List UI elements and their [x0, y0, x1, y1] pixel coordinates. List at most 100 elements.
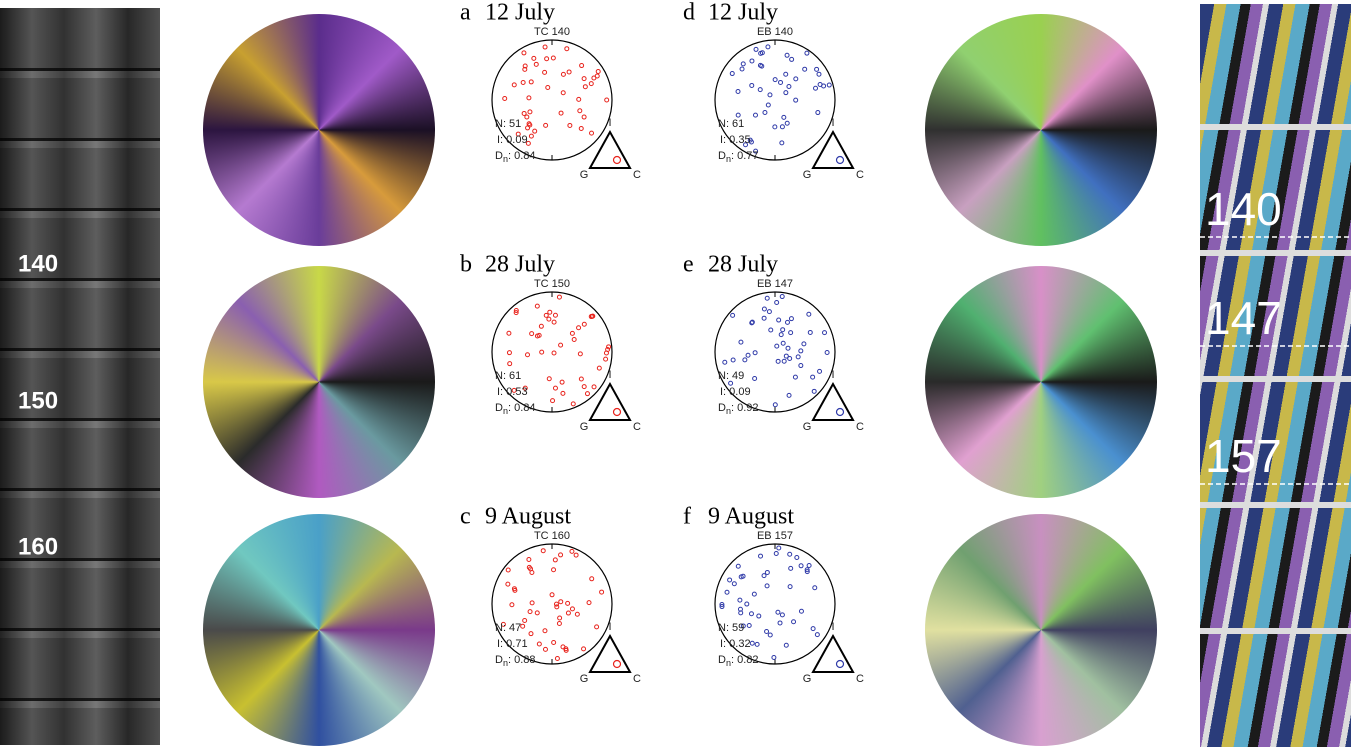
core-photo-right — [1200, 4, 1351, 747]
pole-point — [722, 359, 728, 365]
pole-point — [542, 628, 548, 634]
pole-point — [806, 311, 812, 317]
stat-n: N: 51 — [495, 118, 521, 130]
dn-value: : 0.82 — [731, 654, 759, 666]
pole-point — [730, 357, 736, 363]
pole-point — [742, 357, 748, 363]
pole-point — [776, 317, 782, 323]
pole-point — [520, 79, 526, 85]
pole-point — [791, 619, 797, 625]
pole-point — [532, 128, 538, 134]
pole-point — [582, 84, 588, 90]
pole-point — [780, 327, 786, 333]
pole-point — [767, 632, 773, 638]
panel-letter: f — [683, 504, 691, 530]
pole-point — [529, 600, 535, 606]
pole-point — [542, 69, 548, 75]
pole-point — [551, 350, 557, 356]
stat-n: N: 61 — [495, 370, 521, 382]
pole-point — [781, 114, 787, 120]
pole-point — [778, 79, 784, 85]
pole-point — [581, 646, 587, 652]
pole-point — [724, 589, 730, 595]
pole-point — [554, 604, 560, 610]
pole-point — [511, 387, 517, 393]
pole-point — [526, 564, 532, 570]
pole-point — [804, 569, 810, 575]
pole-point — [589, 576, 595, 582]
pole-point — [560, 71, 566, 77]
pole-point — [764, 583, 770, 589]
pole-point — [779, 612, 785, 618]
pole-point — [554, 656, 560, 662]
pole-point — [745, 352, 751, 358]
pole-point — [520, 623, 526, 629]
panel-date: 12 July — [708, 0, 778, 26]
dn-sub: n — [503, 154, 508, 164]
pole-point — [538, 323, 544, 329]
pole-point — [811, 388, 817, 394]
pole-point — [558, 342, 564, 348]
pole-point — [792, 374, 798, 380]
triangle — [811, 633, 855, 673]
pole-point — [524, 114, 530, 120]
pole-point — [521, 50, 527, 56]
pole-point — [772, 77, 778, 83]
pole-point — [787, 355, 793, 361]
triangle — [811, 381, 855, 421]
depth-label: 150 — [18, 387, 58, 414]
pole-point — [605, 346, 611, 352]
pole-point — [749, 640, 755, 646]
pole-point — [544, 56, 550, 62]
pole-point — [559, 379, 565, 385]
depth-label: 157 — [1205, 430, 1282, 482]
stat-i: I: 0.09 — [720, 386, 751, 398]
pole-point — [787, 584, 793, 590]
triangle-right: C — [856, 421, 864, 433]
panel-letter: d — [683, 0, 695, 26]
panel-letter: b — [460, 252, 472, 278]
pole-point — [781, 358, 787, 364]
pole-point — [801, 341, 807, 347]
triangle — [811, 129, 855, 169]
pole-point — [737, 597, 743, 603]
pole-point — [744, 601, 750, 607]
triangle-point — [612, 659, 622, 669]
pole-point — [576, 325, 582, 331]
pole-point — [784, 120, 790, 126]
dn-symbol: D — [718, 402, 726, 414]
pole-point — [765, 44, 771, 50]
pole-point — [560, 390, 566, 396]
pole-point — [581, 76, 587, 82]
dn-symbol: D — [495, 150, 503, 162]
triangle-left: G — [803, 169, 812, 181]
stat-i: I: 0.09 — [497, 134, 528, 146]
stat-i: I: 0.32 — [720, 638, 751, 650]
pole-point — [574, 611, 580, 617]
pole-point — [778, 332, 784, 338]
pole-point — [739, 66, 745, 72]
sample-label: TC 160 — [534, 530, 570, 542]
pole-point — [788, 330, 794, 336]
stat-dn: Dn: 0.84 — [495, 150, 536, 164]
pole-point — [512, 587, 518, 593]
triangle — [588, 381, 632, 421]
pole-point — [748, 139, 754, 145]
pole-point — [817, 82, 823, 88]
pole-point — [731, 581, 737, 587]
pole-point — [719, 604, 725, 610]
triangle-left: G — [580, 169, 589, 181]
pole-point — [546, 376, 552, 382]
depth-label: 160 — [18, 533, 58, 560]
stat-n: N: 49 — [718, 370, 744, 382]
pole-point — [595, 68, 601, 74]
pole-point — [822, 330, 828, 336]
pole-point — [777, 620, 783, 626]
triangle — [588, 633, 632, 673]
pole-point — [570, 401, 576, 407]
pole-point — [551, 567, 557, 573]
pole-point — [740, 623, 746, 629]
pole-point — [786, 83, 792, 89]
pole-point — [513, 308, 519, 314]
pole-point — [788, 565, 794, 571]
